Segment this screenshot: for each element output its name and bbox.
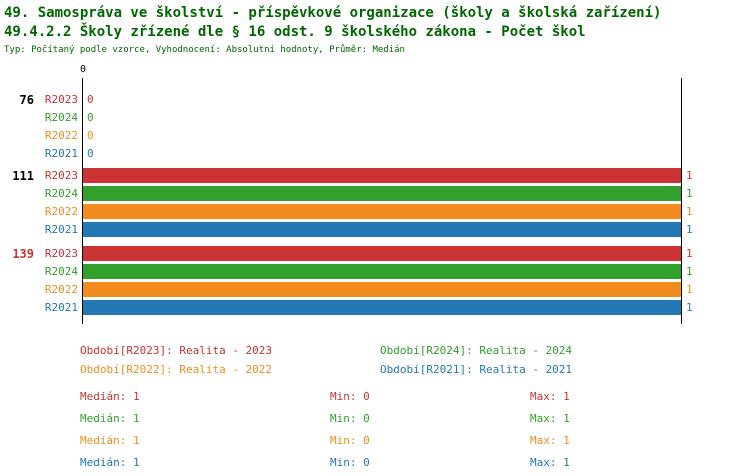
chart-row: R2023 0 — [0, 92, 750, 108]
row-label-r2021: R2021 — [44, 301, 78, 314]
chart-row: R2023 1 — [0, 168, 750, 184]
stat-median-r2024: Medián: 1 — [80, 412, 140, 425]
group-label-111: 111 — [12, 169, 34, 183]
bar-value: 1 — [686, 187, 693, 200]
row-label-r2024: R2024 — [44, 265, 78, 278]
group-label-139: 139 — [12, 247, 34, 261]
bar-value: 1 — [686, 283, 693, 296]
row-label-r2021: R2021 — [44, 223, 78, 236]
stat-min-r2024: Min: 0 — [330, 412, 370, 425]
report-section-title: 49.4.2.2 Školy zřízené dle § 16 odst. 9 … — [4, 24, 586, 40]
stat-max-r2024: Max: 1 — [530, 412, 570, 425]
chart-row: R2021 1 — [0, 222, 750, 238]
bar-value: 0 — [87, 93, 94, 106]
right-boundary-line — [681, 78, 682, 324]
chart-row: R2023 1 — [0, 246, 750, 262]
bar-value: 1 — [686, 247, 693, 260]
bar-value: 0 — [87, 129, 94, 142]
chart-row: R2024 1 — [0, 186, 750, 202]
bar-r2021 — [83, 222, 681, 237]
bar-r2024 — [83, 186, 681, 201]
group-label-76: 76 — [19, 93, 34, 107]
chart-row: R2024 1 — [0, 264, 750, 280]
row-label-r2021: R2021 — [44, 147, 78, 160]
axis-origin-label: 0 — [80, 64, 87, 75]
stat-max-r2021: Max: 1 — [530, 456, 570, 469]
row-label-r2022: R2022 — [44, 205, 78, 218]
legend-item-r2024: Období[R2024]: Realita - 2024 — [380, 344, 573, 357]
row-label-r2023: R2023 — [44, 247, 78, 260]
bar-value: 0 — [87, 111, 94, 124]
legend-item-r2021: Období[R2021]: Realita - 2021 — [380, 363, 573, 376]
bar-value: 1 — [686, 301, 693, 314]
stat-max-r2022: Max: 1 — [530, 434, 570, 447]
stat-min-r2022: Min: 0 — [330, 434, 370, 447]
stat-min-r2021: Min: 0 — [330, 456, 370, 469]
y-axis-line — [82, 78, 83, 324]
row-label-r2022: R2022 — [44, 129, 78, 142]
bar-r2022 — [83, 282, 681, 297]
stat-median-r2022: Medián: 1 — [80, 434, 140, 447]
chart-row: R2022 1 — [0, 282, 750, 298]
bar-r2021 — [83, 300, 681, 315]
chart-row: R2021 0 — [0, 146, 750, 162]
stat-max-r2023: Max: 1 — [530, 390, 570, 403]
bar-r2023 — [83, 246, 681, 261]
bar-value: 1 — [686, 205, 693, 218]
chart-row: R2022 0 — [0, 128, 750, 144]
bar-value: 1 — [686, 223, 693, 236]
row-label-r2023: R2023 — [44, 93, 78, 106]
report-title: 49. Samospráva ve školství - příspěvkové… — [4, 5, 662, 21]
row-label-r2024: R2024 — [44, 111, 78, 124]
stat-min-r2023: Min: 0 — [330, 390, 370, 403]
bar-value: 1 — [686, 265, 693, 278]
row-label-r2023: R2023 — [44, 169, 78, 182]
stat-median-r2021: Medián: 1 — [80, 456, 140, 469]
bar-value: 0 — [87, 147, 94, 160]
stat-median-r2023: Medián: 1 — [80, 390, 140, 403]
bar-r2022 — [83, 204, 681, 219]
chart-row: R2021 1 — [0, 300, 750, 316]
legend-item-r2023: Období[R2023]: Realita - 2023 — [80, 344, 273, 357]
bar-r2024 — [83, 264, 681, 279]
row-label-r2022: R2022 — [44, 283, 78, 296]
chart-row: R2022 1 — [0, 204, 750, 220]
chart-row: R2024 0 — [0, 110, 750, 126]
report-meta: Typ: Počítaný podle vzorce, Vyhodnocení:… — [4, 45, 405, 55]
bar-value: 1 — [686, 169, 693, 182]
legend-item-r2022: Období[R2022]: Realita - 2022 — [80, 363, 273, 376]
row-label-r2024: R2024 — [44, 187, 78, 200]
bar-r2023 — [83, 168, 681, 183]
